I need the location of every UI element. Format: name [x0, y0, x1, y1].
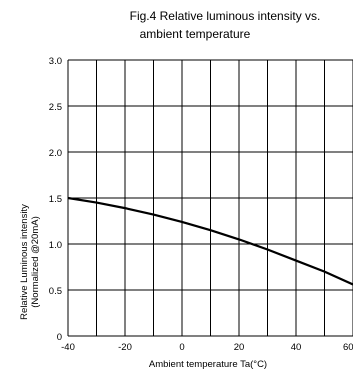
y-tick-label: 3.0 [49, 56, 62, 67]
y-axis-label-line-1: Relative Luminous intensity [19, 204, 30, 320]
x-tick-label: 0 [179, 342, 184, 353]
x-tick-label: 20 [234, 342, 245, 353]
y-tick-label: 2.5 [49, 102, 62, 113]
x-tick-label: -40 [61, 342, 75, 353]
y-tick-label: 0 [57, 332, 62, 343]
chart-title-line-2: ambient temperature [140, 27, 251, 41]
x-tick-label: -20 [118, 342, 132, 353]
grid [67, 59, 353, 337]
chart-title-line-1: Fig.4 Relative luminous intensity vs. [130, 9, 321, 23]
y-tick-label: 1.5 [49, 194, 62, 205]
tick-labels: 0 0.5 1.0 1.5 2.0 2.5 3.0 -40 -20 0 20 40 60 [49, 56, 353, 353]
x-tick-label: 60 [343, 342, 353, 353]
series-line [67, 196, 353, 286]
series-group [67, 196, 353, 286]
y-tick-label: 2.0 [49, 148, 62, 159]
x-axis-label: Ambient temperature Ta(°C) [149, 359, 267, 370]
y-tick-label: 0.5 [49, 286, 62, 297]
y-axis-label-line-2: (Normalized @20mA) [30, 216, 41, 307]
x-tick-label: 40 [291, 342, 302, 353]
y-tick-label: 1.0 [49, 240, 62, 251]
